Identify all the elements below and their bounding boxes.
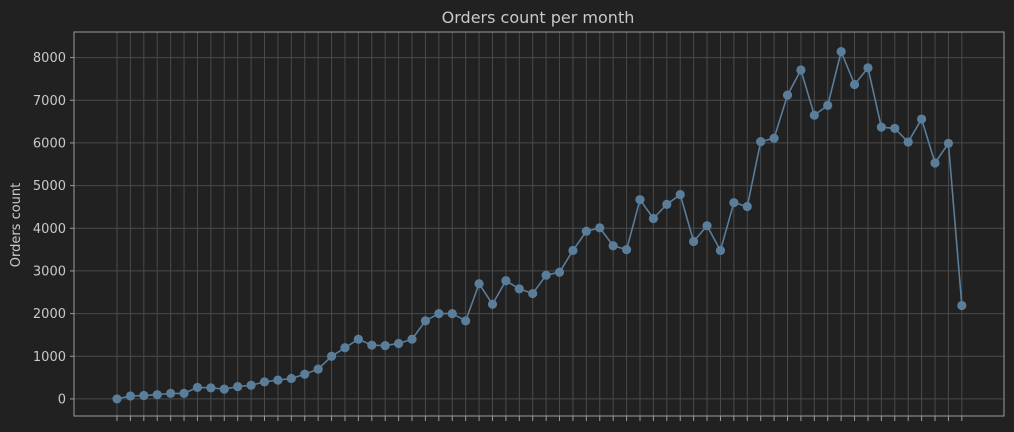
data-point bbox=[326, 351, 337, 361]
data-point bbox=[581, 226, 591, 236]
data-point bbox=[407, 334, 417, 344]
data-point bbox=[689, 236, 699, 247]
x-axis-ticks bbox=[116, 416, 963, 421]
data-point bbox=[863, 63, 873, 73]
y-tick-label: 5000 bbox=[33, 179, 66, 194]
data-point bbox=[621, 245, 632, 255]
data-point bbox=[769, 133, 779, 143]
data-point bbox=[353, 334, 363, 344]
data-point bbox=[434, 309, 444, 319]
y-axis-ticks: 0 1000 2000 3000 4000 5000 6000 7000 8000 bbox=[33, 51, 74, 407]
plot-frame bbox=[73, 31, 1005, 417]
data-point bbox=[756, 137, 766, 147]
data-point bbox=[501, 276, 511, 286]
data-point bbox=[608, 241, 618, 251]
data-point bbox=[742, 201, 752, 212]
data-point bbox=[702, 221, 712, 231]
y-tick-label: 6000 bbox=[33, 136, 66, 151]
data-point bbox=[917, 114, 927, 124]
data-point bbox=[139, 390, 149, 401]
data-point bbox=[152, 390, 162, 400]
y-axis-label: Orders count bbox=[9, 183, 24, 268]
data-point bbox=[930, 158, 940, 168]
data-point bbox=[273, 375, 283, 385]
data-point bbox=[943, 138, 954, 148]
data-point bbox=[876, 122, 886, 132]
data-point bbox=[528, 288, 538, 299]
data-point bbox=[675, 189, 685, 200]
data-point bbox=[554, 267, 565, 277]
data-point bbox=[313, 364, 323, 374]
chart-title: Orders count per month bbox=[442, 8, 635, 27]
data-point bbox=[461, 316, 471, 326]
data-point bbox=[420, 316, 431, 326]
grid bbox=[74, 32, 1004, 416]
data-point bbox=[367, 340, 377, 350]
y-tick-label: 8000 bbox=[33, 51, 66, 66]
y-tick-label: 0 bbox=[58, 392, 66, 407]
series-line bbox=[116, 50, 963, 400]
data-point bbox=[487, 299, 498, 309]
data-point bbox=[166, 388, 176, 398]
data-point bbox=[662, 199, 672, 209]
data-point bbox=[836, 47, 846, 57]
data-point bbox=[246, 380, 256, 390]
data-point bbox=[286, 373, 296, 384]
data-point bbox=[595, 223, 605, 233]
data-point bbox=[125, 391, 136, 401]
data-point bbox=[957, 300, 967, 311]
y-tick-label: 4000 bbox=[33, 222, 66, 237]
data-point bbox=[715, 245, 726, 256]
data-point bbox=[447, 309, 457, 319]
data-point bbox=[340, 343, 350, 353]
data-point bbox=[823, 100, 833, 110]
data-point bbox=[474, 279, 484, 289]
data-point bbox=[514, 284, 524, 294]
y-tick-label: 7000 bbox=[33, 94, 66, 109]
data-point bbox=[206, 383, 216, 393]
data-point bbox=[568, 245, 578, 256]
data-point bbox=[394, 338, 404, 349]
y-tick-label: 1000 bbox=[33, 350, 66, 365]
data-point bbox=[259, 377, 270, 387]
series-orders-count bbox=[112, 47, 967, 404]
data-point bbox=[192, 382, 203, 393]
data-point bbox=[380, 341, 390, 351]
data-point bbox=[849, 79, 860, 90]
data-point bbox=[300, 369, 310, 379]
y-tick-label: 2000 bbox=[33, 307, 66, 322]
data-point bbox=[219, 384, 229, 394]
data-point bbox=[635, 195, 645, 205]
data-point bbox=[903, 137, 913, 147]
data-point bbox=[729, 198, 739, 208]
data-point bbox=[782, 90, 793, 100]
data-point bbox=[541, 270, 551, 280]
data-point bbox=[233, 381, 243, 392]
data-point bbox=[809, 110, 819, 120]
data-point bbox=[890, 123, 900, 134]
data-point bbox=[179, 388, 189, 398]
data-point bbox=[112, 394, 122, 404]
y-tick-label: 3000 bbox=[33, 264, 66, 279]
data-point bbox=[796, 65, 806, 75]
data-point bbox=[648, 213, 659, 224]
